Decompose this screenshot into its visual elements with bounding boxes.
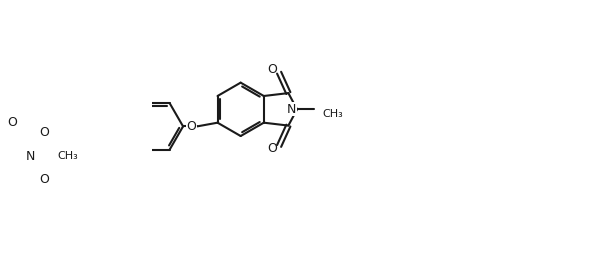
Text: O: O [187, 120, 197, 133]
Text: CH₃: CH₃ [57, 151, 78, 161]
Text: N: N [287, 103, 296, 116]
Text: O: O [267, 142, 277, 155]
Text: O: O [7, 116, 17, 129]
Text: O: O [39, 173, 49, 186]
Text: CH₃: CH₃ [322, 109, 343, 119]
Text: N: N [26, 150, 35, 163]
Text: O: O [39, 126, 49, 139]
Text: O: O [267, 63, 277, 76]
